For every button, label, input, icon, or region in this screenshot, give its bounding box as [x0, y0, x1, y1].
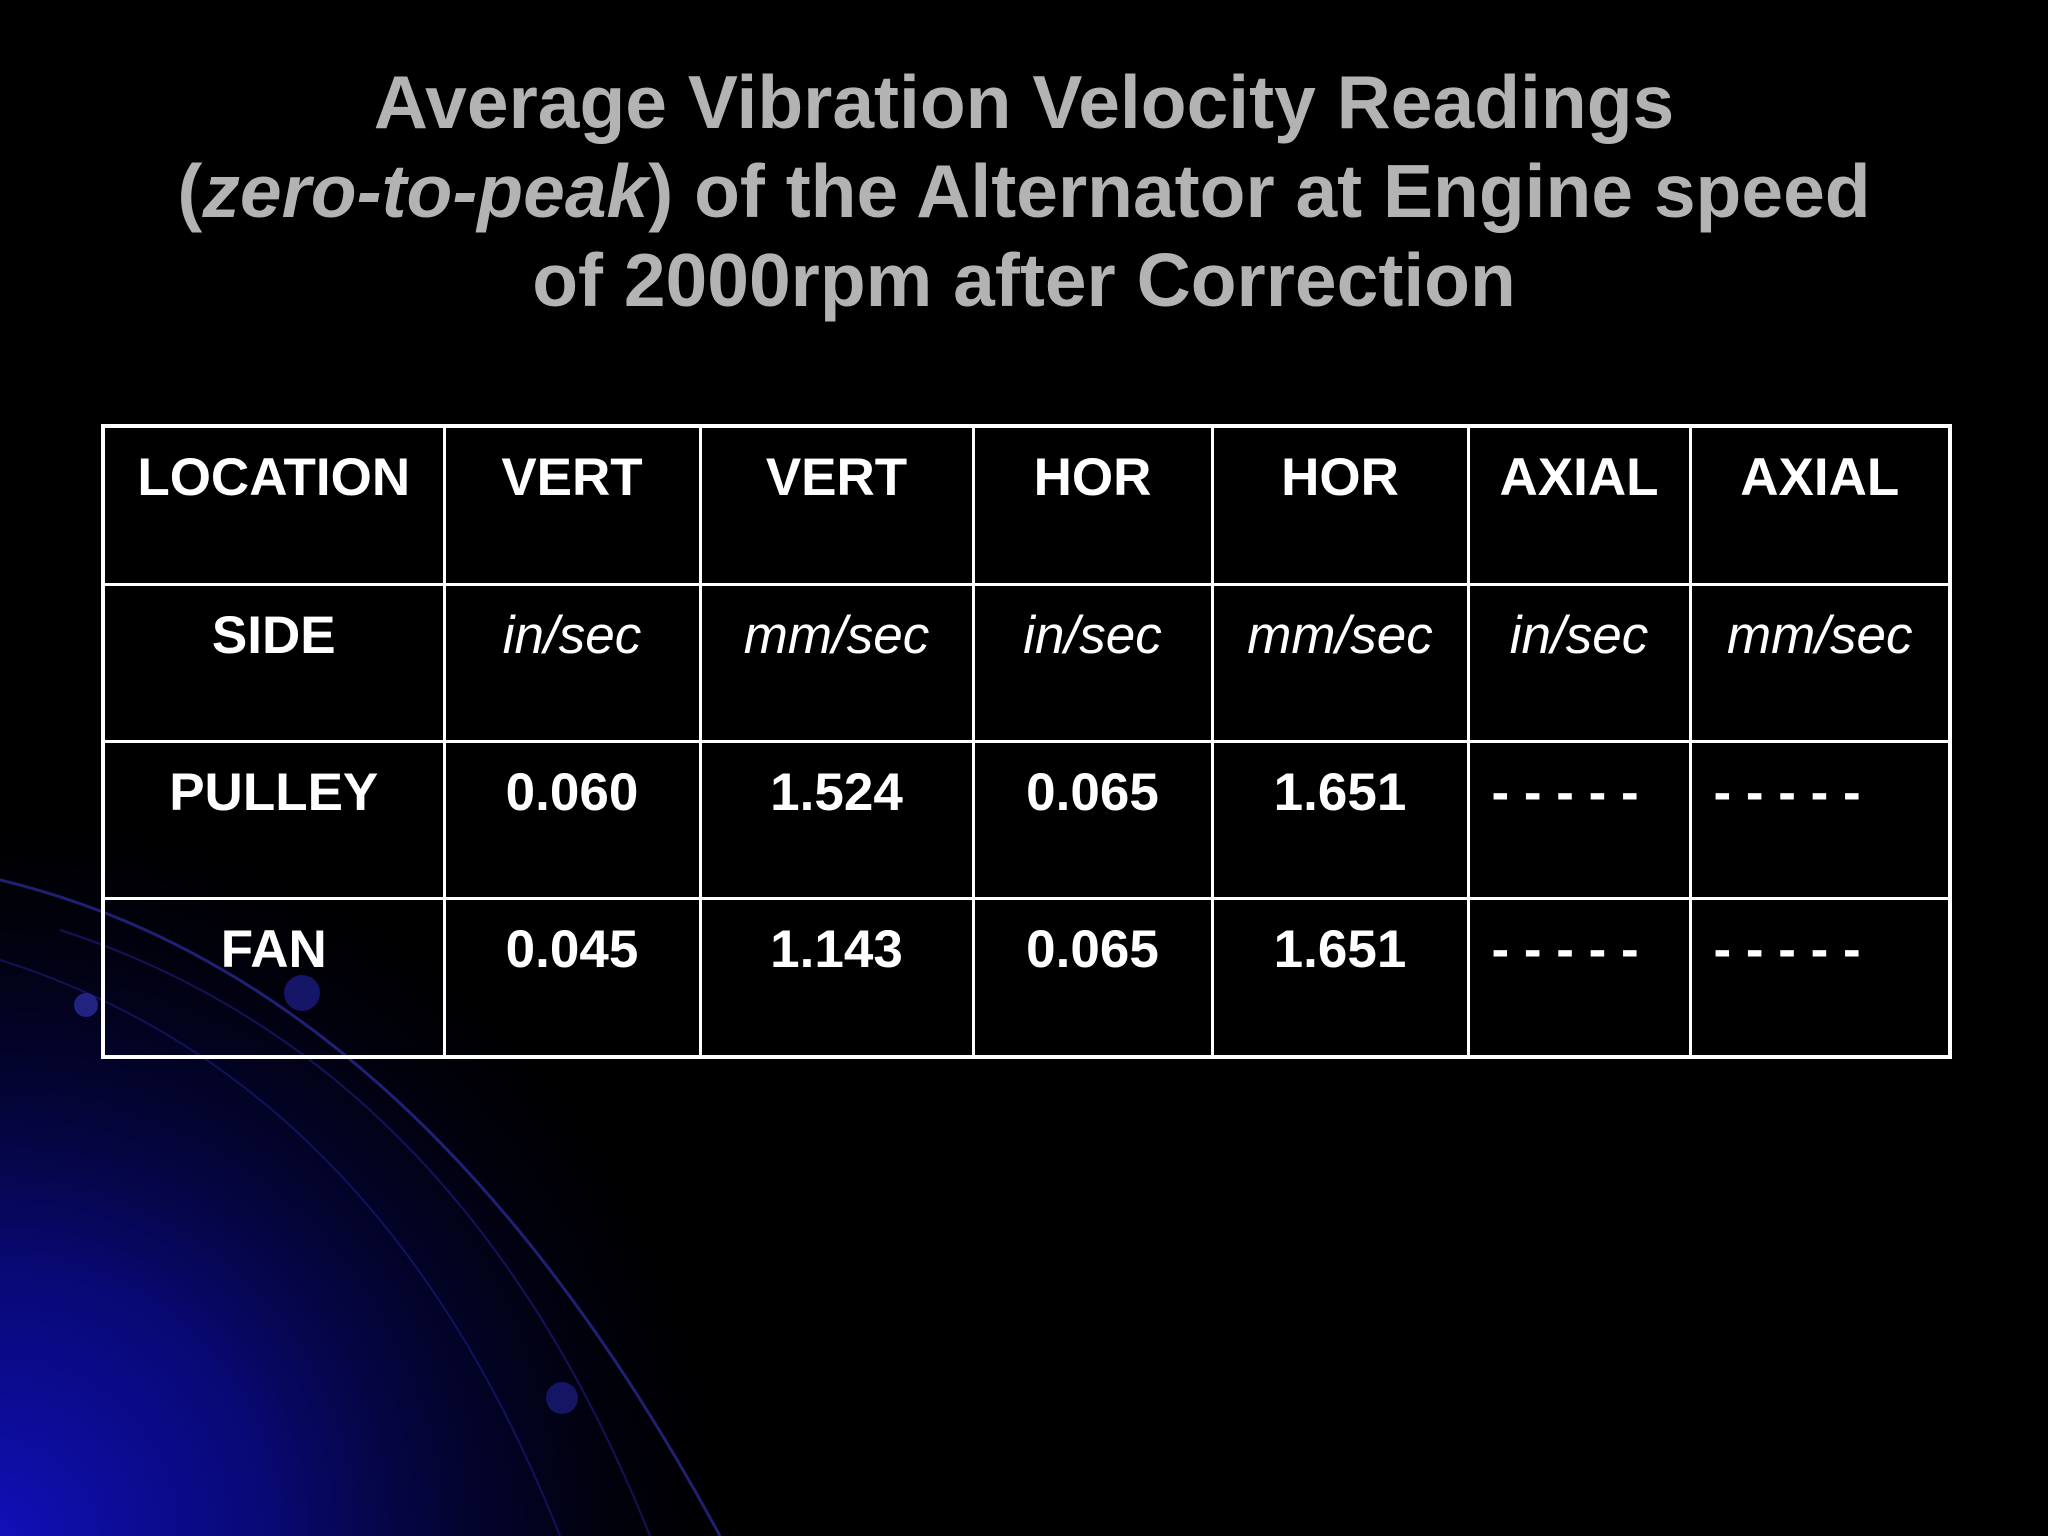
table-row-fan: FAN 0.045 1.143 0.065 1.651 - - - - - - … — [101, 897, 1952, 1059]
vibration-readings-table: LOCATION VERT VERT HOR HOR AXIAL AXIAL S… — [101, 424, 1952, 1059]
slide-title: Average Vibration Velocity Readings (zer… — [60, 58, 1988, 325]
value-cell-empty: - - - - - — [1466, 739, 1692, 901]
header-cell-vert: VERT — [442, 424, 702, 586]
row-label-cell: PULLEY — [101, 739, 446, 901]
header-cell-axial: AXIAL — [1466, 424, 1692, 586]
decor-dot-1 — [74, 993, 98, 1017]
value-cell: 0.065 — [971, 739, 1214, 901]
units-cell: mm/sec — [1688, 582, 1952, 743]
value-cell: 0.060 — [442, 739, 702, 901]
units-cell: in/sec — [971, 582, 1214, 743]
header-cell-vert: VERT — [698, 424, 975, 586]
value-cell-empty: - - - - - — [1688, 897, 1952, 1059]
units-cell-side: SIDE — [101, 582, 446, 743]
header-cell-hor: HOR — [971, 424, 1214, 586]
title-italic-term: zero-to-peak — [202, 149, 649, 233]
table-row-pulley: PULLEY 0.060 1.524 0.065 1.651 - - - - -… — [101, 739, 1952, 901]
value-cell: 1.143 — [698, 897, 975, 1059]
header-cell-location: LOCATION — [101, 424, 446, 586]
table-header-row: LOCATION VERT VERT HOR HOR AXIAL AXIAL — [101, 424, 1952, 586]
row-label-cell: FAN — [101, 897, 446, 1059]
title-open-paren: ( — [177, 149, 203, 233]
decor-dot-3 — [546, 1382, 578, 1414]
header-cell-axial: AXIAL — [1688, 424, 1952, 586]
value-cell: 1.651 — [1210, 897, 1470, 1059]
units-cell: in/sec — [1466, 582, 1692, 743]
table-units-row: SIDE in/sec mm/sec in/sec mm/sec in/sec … — [101, 582, 1952, 743]
title-line-1: Average Vibration Velocity Readings — [373, 60, 1675, 144]
value-cell: 0.045 — [442, 897, 702, 1059]
title-line-2-rest: ) of the Alternator at Engine speed — [648, 149, 1871, 233]
header-cell-hor: HOR — [1210, 424, 1470, 586]
value-cell: 1.524 — [698, 739, 975, 901]
units-cell: in/sec — [442, 582, 702, 743]
units-cell: mm/sec — [698, 582, 975, 743]
title-line-3: of 2000rpm after Correction — [532, 238, 1516, 322]
value-cell: 0.065 — [971, 897, 1214, 1059]
value-cell: 1.651 — [1210, 739, 1470, 901]
title-line-2: (zero-to-peak) of the Alternator at Engi… — [60, 147, 1988, 236]
value-cell-empty: - - - - - — [1688, 739, 1952, 901]
units-cell: mm/sec — [1210, 582, 1470, 743]
value-cell-empty: - - - - - — [1466, 897, 1692, 1059]
